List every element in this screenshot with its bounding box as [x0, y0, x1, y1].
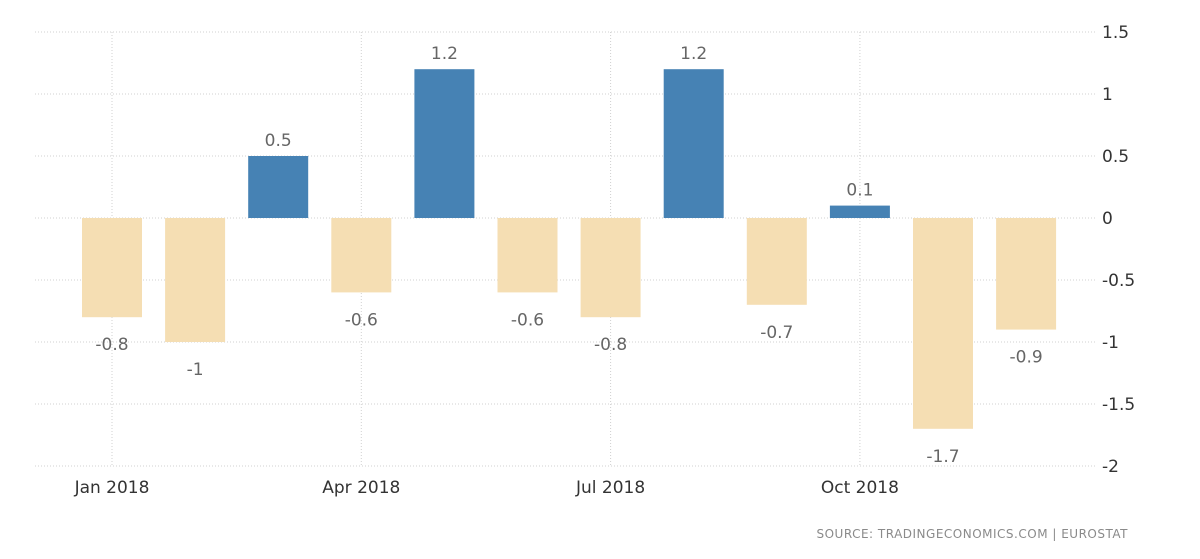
y-tick-label: 0.5 [1102, 147, 1129, 167]
negative-bar [82, 218, 142, 318]
data-label: 1.2 [680, 44, 707, 64]
data-label: -0.8 [594, 335, 627, 355]
data-label: 0.5 [265, 131, 292, 151]
data-label: 0.1 [846, 181, 873, 201]
data-label: -0.8 [95, 335, 128, 355]
x-tick-label: Jan 2018 [74, 478, 150, 498]
positive-bar [248, 156, 309, 218]
y-tick-label: 1 [1102, 85, 1113, 105]
data-label: -1.7 [926, 447, 959, 467]
source-footer: SOURCE: TRADINGECONOMICS.COM | EUROSTAT [816, 527, 1128, 541]
negative-bar [913, 218, 973, 429]
data-label: -0.6 [511, 310, 544, 330]
y-tick-label: -1.5 [1102, 395, 1135, 415]
negative-bar [331, 218, 392, 293]
data-label: -1 [187, 360, 204, 380]
negative-bar [580, 218, 641, 318]
x-tick-label: Oct 2018 [821, 478, 899, 498]
positive-bar [829, 205, 890, 218]
y-tick-label: -1 [1102, 333, 1119, 353]
negative-bar [746, 218, 807, 305]
x-tick-label: Apr 2018 [322, 478, 400, 498]
positive-bar [663, 69, 724, 218]
x-tick-label: Jul 2018 [575, 478, 645, 498]
y-tick-label: -2 [1102, 457, 1119, 477]
data-label: -0.6 [345, 310, 378, 330]
data-label: 1.2 [431, 44, 458, 64]
y-tick-label: -0.5 [1102, 271, 1135, 291]
negative-bar [165, 218, 226, 342]
negative-bar [497, 218, 558, 293]
data-label: -0.7 [760, 323, 793, 343]
negative-bar [996, 218, 1057, 330]
positive-bar [414, 69, 475, 218]
data-label: -0.9 [1010, 348, 1043, 368]
y-tick-label: 0 [1102, 209, 1113, 229]
y-tick-label: 1.5 [1102, 23, 1129, 43]
